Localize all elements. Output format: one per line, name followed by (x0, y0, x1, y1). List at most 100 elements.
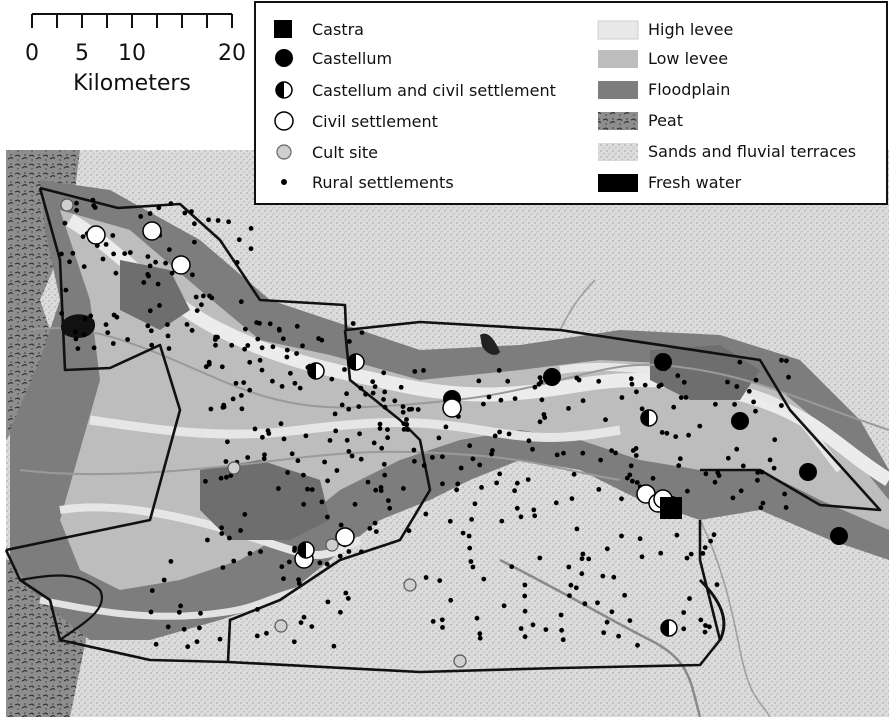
rural-settlement-dot (477, 631, 483, 637)
rural-settlement-dot (711, 532, 717, 538)
rural-settlement-dot (203, 478, 208, 484)
rural-settlement-dot (755, 477, 760, 483)
rural-settlement-dot (331, 643, 337, 649)
rural-settlement-dot (325, 599, 331, 605)
rural-settlement-dot (543, 627, 549, 632)
rural-settlement-dot (197, 625, 202, 631)
rural-settlement-dot (219, 525, 225, 531)
legend-label-castellum: Castellum (312, 49, 392, 68)
rural-settlement-dot (454, 487, 459, 493)
rural-settlement-dot (223, 459, 229, 464)
rural-settlement-dot (252, 426, 258, 432)
rural-settlement-dot (329, 376, 335, 382)
rural-settlement-dot (659, 430, 665, 435)
rural-settlement-dot (476, 378, 482, 384)
rural-settlement-dot (291, 639, 297, 645)
rural-settlement-dot (518, 626, 524, 631)
rural-settlement-dot (338, 522, 344, 528)
rural-settlement-dot (713, 401, 718, 407)
rural-settlement-dot (303, 433, 309, 439)
legend-label-floodplain: Floodplain (648, 80, 730, 99)
legend-label-peat: Peat (648, 111, 683, 130)
rural-settlement-dot (580, 398, 586, 404)
rural-settlement-dot (734, 384, 740, 389)
rural-settlement-dot (228, 473, 234, 478)
river-rhine-south (499, 558, 702, 717)
rural-settlement-dot (466, 533, 472, 539)
rural-settlement-dot (334, 468, 340, 473)
rural-settlement-dot (145, 323, 151, 329)
rural-settlement-dot (111, 312, 117, 318)
rural-settlement-dot (532, 384, 538, 390)
rural-settlement-dot (771, 465, 777, 471)
rural-settlement-dot (125, 337, 130, 342)
rural-settlement-dot (579, 556, 585, 562)
legend-box (254, 1, 888, 205)
civil-settlement-site (142, 221, 162, 241)
rural-settlement-dot (322, 459, 327, 465)
rural-settlement-dot (324, 561, 330, 567)
rural-settlement-dot (650, 475, 656, 481)
rural-settlement-dot (458, 465, 464, 471)
cult-site (274, 619, 288, 633)
rural-settlement-dot (436, 435, 442, 441)
rural-settlement-dot (346, 449, 352, 454)
rural-settlement-dot (236, 237, 242, 243)
rural-settlement-dot (634, 480, 640, 485)
rural-settlement-dot (782, 491, 787, 497)
rural-settlement-dot (259, 345, 265, 351)
rural-settlement-dot (192, 221, 197, 227)
rural-settlement-dot (686, 432, 691, 438)
legend-castellum-symbol (275, 49, 293, 67)
rural-settlement-dot (231, 558, 237, 564)
rural-settlement-dot (103, 322, 109, 327)
rural-settlement-dot (633, 453, 639, 458)
rural-settlement-dot (406, 528, 412, 534)
floodplain-patch-3 (120, 260, 190, 330)
rural-settlement-dot (190, 272, 195, 278)
rural-settlement-dot (153, 641, 159, 647)
rural-settlement-dot (783, 505, 789, 510)
rural-settlement-dot (554, 452, 560, 458)
rural-settlement-dot (345, 596, 351, 601)
rural-settlement-dot (238, 528, 244, 533)
rural-settlement-dot (281, 576, 286, 582)
rural-settlement-dot (685, 488, 690, 494)
rural-settlement-dot (448, 597, 454, 603)
rural-settlement-dot (81, 264, 87, 269)
castellum-site (731, 412, 749, 430)
rural-settlement-dot (297, 385, 303, 391)
rural-settlement-dot (358, 456, 364, 462)
rural-settlement-dot (372, 384, 378, 389)
rural-settlement-dot (596, 378, 602, 384)
rural-settlement-dot (255, 336, 261, 342)
rural-settlement-dot (460, 530, 466, 536)
rural-settlement-dot (168, 559, 174, 564)
rural-settlement-dot (639, 406, 645, 412)
rural-settlement-dot (365, 479, 371, 485)
rural-settlement-dot (169, 270, 175, 276)
rural-settlement-dot (579, 571, 585, 577)
rural-settlement-dot (138, 214, 144, 219)
rural-settlement-dot (746, 388, 752, 394)
scale-bar-ticks (31, 14, 233, 28)
rural-settlement-dot (257, 320, 262, 326)
rural-settlement-dot (149, 342, 155, 348)
rural-settlement-dot (658, 550, 664, 556)
rural-settlement-dot (467, 443, 473, 449)
rural-settlement-dot (490, 448, 495, 453)
rural-settlement-dot (382, 389, 388, 395)
rural-settlement-dot (356, 404, 362, 409)
rural-settlement-dot (712, 479, 718, 485)
rural-settlement-dot (586, 556, 592, 562)
study-region-south-loop (19, 574, 104, 641)
rural-settlement-dot (734, 446, 740, 452)
scale-label-0: 0 (25, 41, 39, 66)
rural-settlement-dot (759, 469, 765, 475)
rural-settlement-dot (213, 334, 219, 340)
rural-settlement-dot (184, 322, 190, 327)
rural-settlement-dot (301, 472, 306, 478)
scale-label-20: 20 (218, 41, 246, 66)
rural-settlement-dot (639, 554, 645, 560)
rural-settlement-dot (346, 406, 352, 412)
